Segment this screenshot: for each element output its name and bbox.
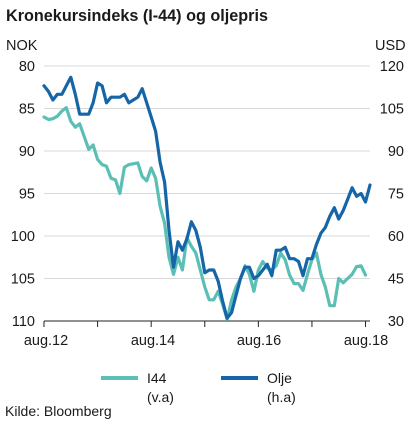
left-tick-label: 100 [11, 229, 35, 245]
left-tick-label: 105 [11, 272, 35, 288]
series-line-i44 [42, 106, 368, 321]
right-axis-unit: USD [375, 38, 406, 54]
legend-note-i44: (v.a) [147, 389, 174, 405]
left-axis-ticks: 80 85 90 95 100 105 110 [11, 59, 35, 330]
right-tick-label: 45 [388, 272, 404, 288]
legend-note-olje: (h.a) [267, 389, 296, 405]
right-axis-ticks: 30 45 60 75 90 105 120 [380, 59, 404, 330]
chart-title: Kronekursindeks (I-44) og oljepris [6, 7, 268, 25]
series-layer [42, 75, 372, 321]
right-tick-label: 75 [388, 187, 404, 203]
legend: I44 (v.a) Olje (h.a) [101, 370, 296, 405]
x-tick-label: aug.14 [131, 333, 175, 349]
right-tick-label: 120 [380, 59, 404, 75]
right-tick-label: 90 [388, 144, 404, 160]
left-tick-label: 90 [19, 144, 35, 160]
left-tick-label: 85 [19, 102, 35, 118]
left-tick-label: 110 [12, 314, 35, 330]
x-tick-label: aug.16 [237, 333, 281, 349]
gridlines [44, 65, 370, 279]
source-note: Kilde: Bloomberg [5, 403, 112, 419]
right-tick-label: 105 [380, 102, 404, 118]
right-tick-label: 60 [388, 229, 404, 245]
series-line-olje [42, 75, 372, 320]
x-tick-label: aug.18 [344, 333, 388, 349]
x-tick-label: aug.12 [24, 333, 68, 349]
legend-label-i44: I44 [147, 370, 167, 386]
left-tick-label: 80 [19, 59, 35, 75]
x-axis-ticks: aug.12 aug.14 aug.16 aug.18 [24, 321, 388, 349]
legend-label-olje: Olje [267, 370, 292, 386]
left-axis-unit: NOK [6, 38, 38, 54]
left-tick-label: 95 [19, 187, 35, 203]
right-tick-label: 30 [388, 314, 404, 330]
